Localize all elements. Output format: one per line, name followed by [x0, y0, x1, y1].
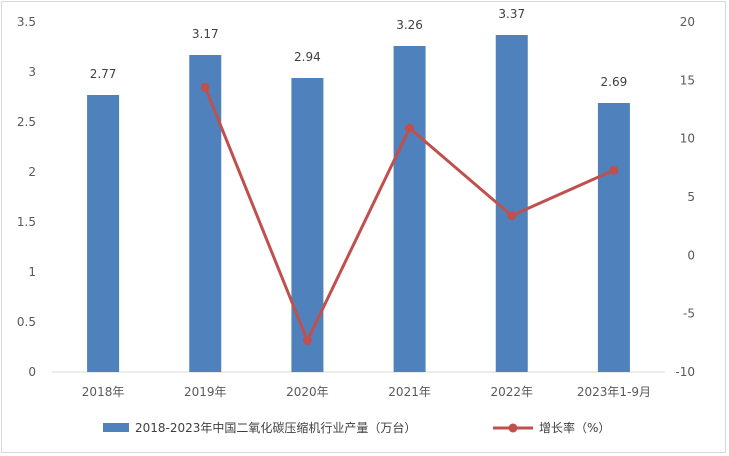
y-left-tick-label: 3.5	[17, 15, 36, 29]
bar	[597, 103, 630, 372]
growth-point	[507, 211, 517, 221]
bar-data-label: 2.94	[294, 50, 321, 64]
y-left-tick-label: 1.5	[17, 215, 36, 229]
bar	[393, 46, 426, 372]
y-right-tick-label: 5	[687, 190, 695, 204]
growth-point	[200, 82, 210, 92]
y-left-tick-label: 0	[28, 365, 36, 379]
legend-line-label: 增长率（%）	[539, 420, 610, 435]
y-left-tick-label: 2	[28, 165, 36, 179]
legend-bar-label: 2018-2023年中国二氧化碳压缩机行业产量（万台）	[135, 420, 416, 435]
y-right-tick-label: 20	[680, 15, 695, 29]
bar	[495, 35, 528, 372]
bar	[291, 78, 324, 372]
y-left-tick-label: 2.5	[17, 115, 36, 129]
y-right-tick-label: 0	[687, 248, 695, 262]
growth-point	[302, 336, 312, 345]
legend-bar-swatch	[103, 423, 129, 432]
y-right-tick-label: -5	[683, 307, 695, 321]
bar-data-label: 3.17	[192, 27, 219, 41]
bar-data-label: 3.37	[498, 7, 525, 21]
bar-data-label: 2.77	[90, 67, 117, 81]
y-right-tick-label: 15	[680, 73, 695, 87]
x-tick-label: 2018年	[82, 385, 125, 399]
growth-point	[609, 165, 619, 175]
bar-data-label: 2.69	[601, 75, 628, 89]
y-right-tick-label: -10	[675, 365, 695, 379]
x-tick-label: 2020年	[286, 385, 329, 399]
x-tick-label: 2023年1-9月	[577, 385, 651, 399]
bar-data-label: 3.26	[396, 18, 423, 32]
y-left-tick-label: 1	[28, 265, 36, 279]
x-tick-label: 2019年	[184, 385, 227, 399]
x-tick-label: 2022年	[490, 385, 533, 399]
y-left-tick-label: 3	[28, 65, 36, 79]
y-right-tick-label: 10	[680, 132, 695, 146]
bar	[87, 95, 120, 372]
bar	[189, 55, 222, 372]
x-tick-label: 2021年	[388, 385, 431, 399]
y-left-tick-label: 0.5	[17, 315, 36, 329]
legend-line-marker	[508, 423, 518, 433]
growth-point	[405, 123, 415, 133]
